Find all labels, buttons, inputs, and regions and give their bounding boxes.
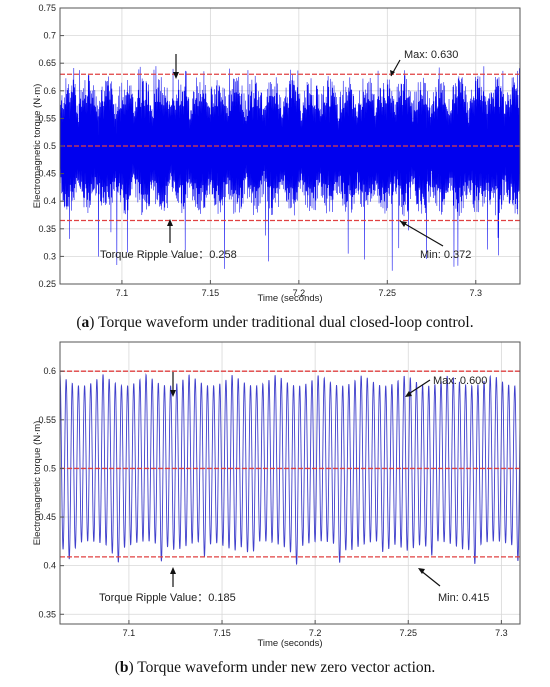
- y-tick-label: 0.75: [38, 3, 56, 13]
- chart-a-max-label: Max: 0.630: [404, 49, 458, 61]
- chart-b: 0.350.40.450.50.550.6 7.1 7.15 7.2 7.25 7.3 …: [32, 341, 521, 676]
- chart-a-waveform: [59, 66, 521, 271]
- chart-b-max-label: Max: 0.600: [433, 375, 487, 387]
- chart-a-y-ticks: 0.25 0.3 0.35 0.4 0.45 0.5 0.55 0.6 0.65 0.7 0.75: [38, 3, 64, 289]
- y-tick-label: 0.45: [38, 169, 56, 179]
- chart-b-max-annotation: Max: 0.600: [405, 375, 487, 397]
- waveform-line: [59, 373, 521, 565]
- chart-a-ylabel: Electromagnetic torque (N·m): [32, 84, 43, 209]
- chart-a-x-ticks: 7.1 7.15 7.2 7.25 7.3: [116, 280, 482, 298]
- chart-b-waveform: [59, 373, 521, 565]
- y-tick-label: 0.4: [43, 561, 56, 571]
- chart-a-min-arrow: [399, 220, 444, 247]
- chart-b-top-arrowhead: [170, 390, 176, 397]
- chart-b-x-ticks: 7.1 7.15 7.2 7.25 7.3: [123, 620, 508, 638]
- chart-a-min-label: Min: 0.372: [420, 249, 471, 261]
- chart-b-ylabel: Electromagnetic torque (N·m): [32, 421, 43, 546]
- x-tick-label: 7.15: [202, 288, 220, 298]
- chart-a-top-marker: [173, 54, 179, 79]
- chart-a-caption-text: Torque waveform under traditional dual c…: [98, 314, 474, 331]
- chart-b-max-arrow: [406, 379, 431, 396]
- y-tick-label: 0.65: [38, 58, 56, 68]
- chart-b-ripple-label: Torque Ripple Value：0.185: [99, 592, 236, 604]
- x-tick-label: 7.25: [379, 288, 397, 298]
- y-tick-label: 0.55: [38, 415, 56, 425]
- chart-a-caption-letter: a: [82, 314, 90, 331]
- chart-a-max-annotation: Max: 0.630: [390, 49, 458, 77]
- chart-b-max-arrowhead: [405, 391, 412, 397]
- y-tick-label: 0.6: [43, 366, 56, 376]
- chart-a-min-annotation: Min: 0.372: [399, 220, 471, 261]
- chart-b-caption-text: Torque waveform under new zero vector ac…: [137, 659, 435, 676]
- chart-b-min-annotation: Min: 0.415: [418, 568, 489, 604]
- x-tick-label: 7.2: [309, 628, 322, 638]
- chart-b-min-arrow: [419, 569, 441, 587]
- y-tick-label: 0.45: [38, 512, 56, 522]
- x-tick-label: 7.3: [470, 288, 483, 298]
- x-tick-label: 7.1: [116, 288, 129, 298]
- chart-b-ripple-annotation: Torque Ripple Value：0.185: [99, 567, 236, 604]
- x-tick-label: 7.1: [123, 628, 136, 638]
- y-tick-label: 0.25: [38, 279, 56, 289]
- chart-b-ripple-arrowhead: [170, 567, 176, 574]
- chart-a-ripple-arrowhead: [167, 219, 173, 226]
- y-tick-label: 0.7: [43, 31, 56, 41]
- chart-a-min-arrowhead: [400, 221, 407, 227]
- chart-b-caption: (b) Torque waveform under new zero vecto…: [115, 659, 436, 676]
- y-tick-label: 0.4: [43, 196, 56, 206]
- chart-b-caption-letter: b: [120, 659, 129, 676]
- chart-a: 0.250.30.350.40.450.50.550.60.650.70.75 …: [32, 3, 521, 331]
- chart-a-max-arrowhead: [390, 70, 395, 76]
- x-tick-label: 7.3: [495, 628, 508, 638]
- x-tick-label: 7.2: [293, 288, 306, 298]
- y-tick-label: 0.55: [38, 113, 56, 123]
- chart-a-ripple-label: Torque Ripple Value：0.258: [100, 249, 237, 261]
- y-tick-label: 0.3: [43, 251, 56, 261]
- chart-b-min-arrowhead: [418, 568, 425, 574]
- y-tick-label: 0.35: [38, 224, 56, 234]
- chart-b-y-ticks: 0.35 0.4 0.45 0.5 0.55 0.6: [38, 366, 64, 619]
- y-tick-label: 0.5: [43, 463, 56, 473]
- chart-a-xlabel: Time (seconds): [257, 293, 322, 304]
- chart-b-top-marker: [170, 372, 176, 397]
- chart-a-top-arrowhead: [173, 72, 179, 79]
- chart-a-caption: (a) Torque waveform under traditional du…: [76, 314, 473, 331]
- waveform-line: [59, 66, 521, 271]
- y-tick-label: 0.5: [43, 141, 56, 151]
- chart-b-min-label: Min: 0.415: [438, 592, 489, 604]
- x-tick-label: 7.25: [399, 628, 417, 638]
- chart-b-plot-frame: [59, 341, 521, 625]
- y-tick-label: 0.35: [38, 609, 56, 619]
- chart-a-ripple-annotation: Torque Ripple Value：0.258: [100, 219, 237, 261]
- x-tick-label: 7.15: [213, 628, 231, 638]
- chart-b-xlabel: Time (seconds): [257, 638, 322, 649]
- y-tick-label: 0.6: [43, 86, 56, 96]
